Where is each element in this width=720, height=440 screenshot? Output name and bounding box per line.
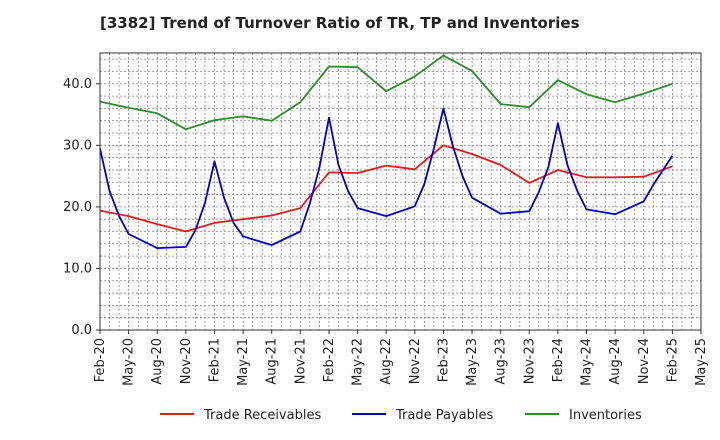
legend[interactable]: Trade Receivables Trade Payables Inventori… bbox=[160, 408, 642, 423]
x-tick-label: May-25 bbox=[694, 338, 709, 386]
x-tick-label: May-21 bbox=[236, 338, 251, 386]
x-tick-label: Feb-20 bbox=[93, 338, 108, 382]
x-tick-label: Aug-20 bbox=[150, 338, 165, 385]
legend-label: Trade Receivables bbox=[203, 408, 321, 423]
grid bbox=[99, 53, 702, 330]
legend-label: Inventories bbox=[569, 408, 642, 423]
x-tick-label: Nov-20 bbox=[179, 338, 194, 384]
x-axis: Feb-20 May-20 Aug-20 Nov-20 Feb-21 May-21 Aug-… bbox=[93, 330, 709, 386]
x-tick-label: Nov-24 bbox=[637, 338, 652, 384]
x-tick-label: Feb-24 bbox=[551, 338, 566, 382]
x-tick-label: Nov-22 bbox=[408, 338, 423, 384]
x-tick-label: May-24 bbox=[580, 338, 595, 386]
x-tick-label: Feb-23 bbox=[436, 338, 451, 382]
legend-item-inventories[interactable]: Inventories bbox=[525, 408, 642, 423]
series-line-trade-payables bbox=[99, 107, 674, 250]
chart-title: [3382] Trend of Turnover Ratio of TR, TP… bbox=[100, 14, 580, 32]
x-tick-label: Feb-21 bbox=[207, 338, 222, 382]
x-tick-label: Aug-23 bbox=[494, 338, 509, 385]
x-tick-label: May-20 bbox=[122, 338, 137, 386]
x-tick-label: May-22 bbox=[351, 338, 366, 386]
y-axis: 0.0 10.0 20.0 30.0 40.0 bbox=[63, 77, 100, 338]
x-tick-label: Nov-21 bbox=[293, 338, 308, 384]
legend-item-trade-payables[interactable]: Trade Payables bbox=[352, 408, 493, 423]
y-tick-label: 0.0 bbox=[71, 323, 92, 338]
x-tick-label: Feb-22 bbox=[322, 338, 337, 382]
x-tick-label: Aug-21 bbox=[265, 338, 280, 385]
y-tick-label: 40.0 bbox=[63, 77, 92, 92]
y-tick-label: 10.0 bbox=[63, 261, 92, 276]
x-tick-label: Aug-22 bbox=[379, 338, 394, 385]
plot-frame bbox=[99, 52, 702, 331]
legend-item-trade-receivables[interactable]: Trade Receivables bbox=[160, 408, 321, 423]
x-tick-label: Feb-25 bbox=[665, 338, 680, 382]
x-tick-label: Aug-24 bbox=[608, 338, 623, 385]
x-tick-label: Nov-23 bbox=[522, 338, 537, 384]
series-line-inventories bbox=[99, 54, 673, 131]
y-tick-label: 30.0 bbox=[63, 138, 92, 153]
x-tick-label: May-23 bbox=[465, 338, 480, 386]
legend-label: Trade Payables bbox=[395, 408, 493, 423]
series-lines bbox=[99, 54, 674, 250]
y-tick-label: 20.0 bbox=[63, 200, 92, 215]
